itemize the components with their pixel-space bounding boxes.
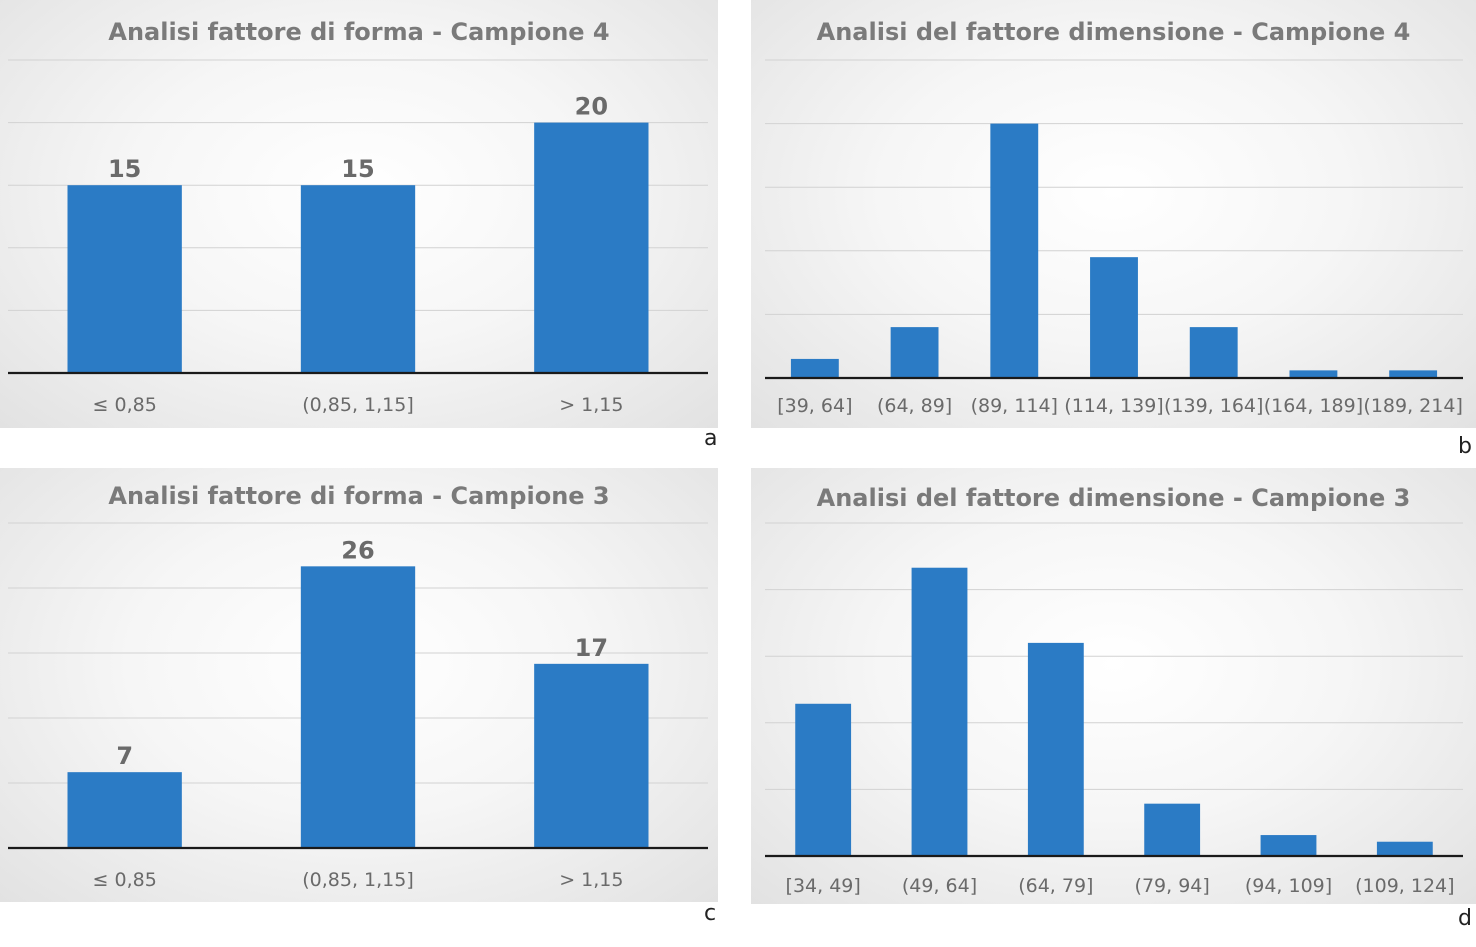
bar-b-2 xyxy=(990,123,1039,378)
category-label-b-0: [39, 64] xyxy=(777,395,852,417)
bar-d-2 xyxy=(1027,642,1084,856)
bar-a-0 xyxy=(67,185,182,373)
bar-b-3 xyxy=(1090,257,1138,378)
data-label-a-1: 15 xyxy=(341,155,374,183)
category-label-c-1: (0,85, 1,15] xyxy=(302,869,414,891)
category-label-a-2: > 1,15 xyxy=(559,394,623,416)
category-label-d-2: (64, 79] xyxy=(1018,875,1093,897)
bar-b-5 xyxy=(1289,370,1338,378)
bar-b-0 xyxy=(790,358,839,378)
bar-d-0 xyxy=(795,703,852,856)
data-label-c-2: 17 xyxy=(575,634,608,662)
bar-a-2 xyxy=(534,122,649,373)
chart-panel-a: Analisi fattore di forma - Campione 4 15 ≤… xyxy=(0,0,718,428)
category-label-c-0: ≤ 0,85 xyxy=(93,869,157,891)
data-label-c-1: 26 xyxy=(341,536,374,564)
bar-d-3 xyxy=(1144,803,1201,856)
category-label-d-0: [34, 49] xyxy=(786,875,861,897)
data-label-a-0: 15 xyxy=(108,155,141,183)
data-label-a-2: 20 xyxy=(575,93,608,121)
bar-d-5 xyxy=(1376,841,1433,856)
bar-c-2 xyxy=(534,663,649,848)
category-label-b-6: (189, 214] xyxy=(1363,395,1462,417)
panel-letter-c: c xyxy=(704,901,717,926)
chart-d-svg: Analisi del fattore dimensione - Campion… xyxy=(765,484,1463,897)
category-label-d-1: (49, 64] xyxy=(902,875,977,897)
chart-c-svg: Analisi fattore di forma - Campione 3 7 ≤ … xyxy=(8,482,708,891)
category-label-b-4: (139, 164] xyxy=(1164,395,1263,417)
bar-b-6 xyxy=(1389,370,1438,378)
bar-d-4 xyxy=(1260,835,1317,856)
category-label-d-5: (109, 124] xyxy=(1355,875,1454,897)
category-label-d-4: (94, 109] xyxy=(1245,875,1332,897)
category-label-b-3: (114, 139] xyxy=(1064,395,1163,417)
bar-b-4 xyxy=(1189,327,1238,378)
bar-b-1 xyxy=(890,327,939,378)
chart-panel-d: Analisi del fattore dimensione - Campion… xyxy=(751,468,1476,904)
category-label-d-3: (79, 94] xyxy=(1135,875,1210,897)
data-label-c-0: 7 xyxy=(116,742,133,770)
chart-d-title: Analisi del fattore dimensione - Campion… xyxy=(817,484,1411,512)
chart-a-title: Analisi fattore di forma - Campione 4 xyxy=(108,18,609,46)
bar-a-1 xyxy=(300,185,416,373)
chart-a-svg: Analisi fattore di forma - Campione 4 15 ≤… xyxy=(8,18,708,416)
category-label-a-1: (0,85, 1,15] xyxy=(302,394,414,416)
category-label-b-2: (89, 114] xyxy=(971,395,1058,417)
chart-panel-b: Analisi del fattore dimensione - Campion… xyxy=(751,0,1476,428)
chart-c-title: Analisi fattore di forma - Campione 3 xyxy=(108,482,609,510)
bar-c-1 xyxy=(300,566,416,848)
chart-b-title: Analisi del fattore dimensione - Campion… xyxy=(817,18,1411,46)
category-label-c-2: > 1,15 xyxy=(559,869,623,891)
bar-d-1 xyxy=(911,567,968,856)
chart-panel-c: Analisi fattore di forma - Campione 3 7 ≤ … xyxy=(0,468,718,902)
bar-c-0 xyxy=(67,772,182,848)
panel-letter-b: b xyxy=(1458,434,1472,459)
panel-letter-d: d xyxy=(1458,906,1472,931)
chart-b-svg: Analisi del fattore dimensione - Campion… xyxy=(765,18,1463,417)
panel-letter-a: a xyxy=(704,426,718,451)
category-label-a-0: ≤ 0,85 xyxy=(93,394,157,416)
category-label-b-1: (64, 89] xyxy=(877,395,952,417)
category-label-b-5: (164, 189] xyxy=(1264,395,1363,417)
